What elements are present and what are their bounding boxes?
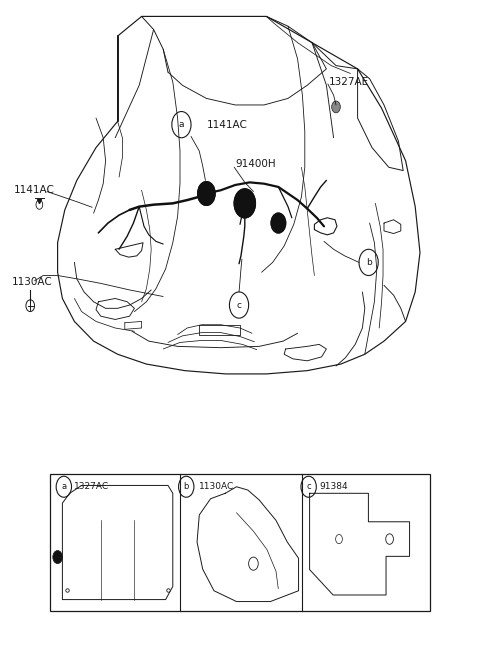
Text: 1130AC: 1130AC xyxy=(12,277,53,287)
Text: 1141AC: 1141AC xyxy=(13,185,54,195)
Text: a: a xyxy=(61,482,66,491)
Circle shape xyxy=(198,182,215,205)
Circle shape xyxy=(234,189,255,218)
Bar xyxy=(50,474,430,611)
Circle shape xyxy=(332,101,340,113)
Text: 1141AC: 1141AC xyxy=(206,119,247,130)
Circle shape xyxy=(271,213,286,233)
Text: 91384: 91384 xyxy=(319,482,348,491)
Text: c: c xyxy=(237,300,241,310)
Circle shape xyxy=(53,550,62,564)
Circle shape xyxy=(234,189,255,218)
Text: 1327AE: 1327AE xyxy=(329,77,369,87)
Circle shape xyxy=(271,213,286,233)
Text: b: b xyxy=(366,258,372,267)
Circle shape xyxy=(198,182,215,205)
Text: b: b xyxy=(183,482,189,491)
Text: 91400H: 91400H xyxy=(235,159,276,169)
Text: a: a xyxy=(179,120,184,129)
Text: c: c xyxy=(306,482,311,491)
Text: 1130AC: 1130AC xyxy=(199,482,234,491)
Text: 1327AC: 1327AC xyxy=(74,482,109,491)
